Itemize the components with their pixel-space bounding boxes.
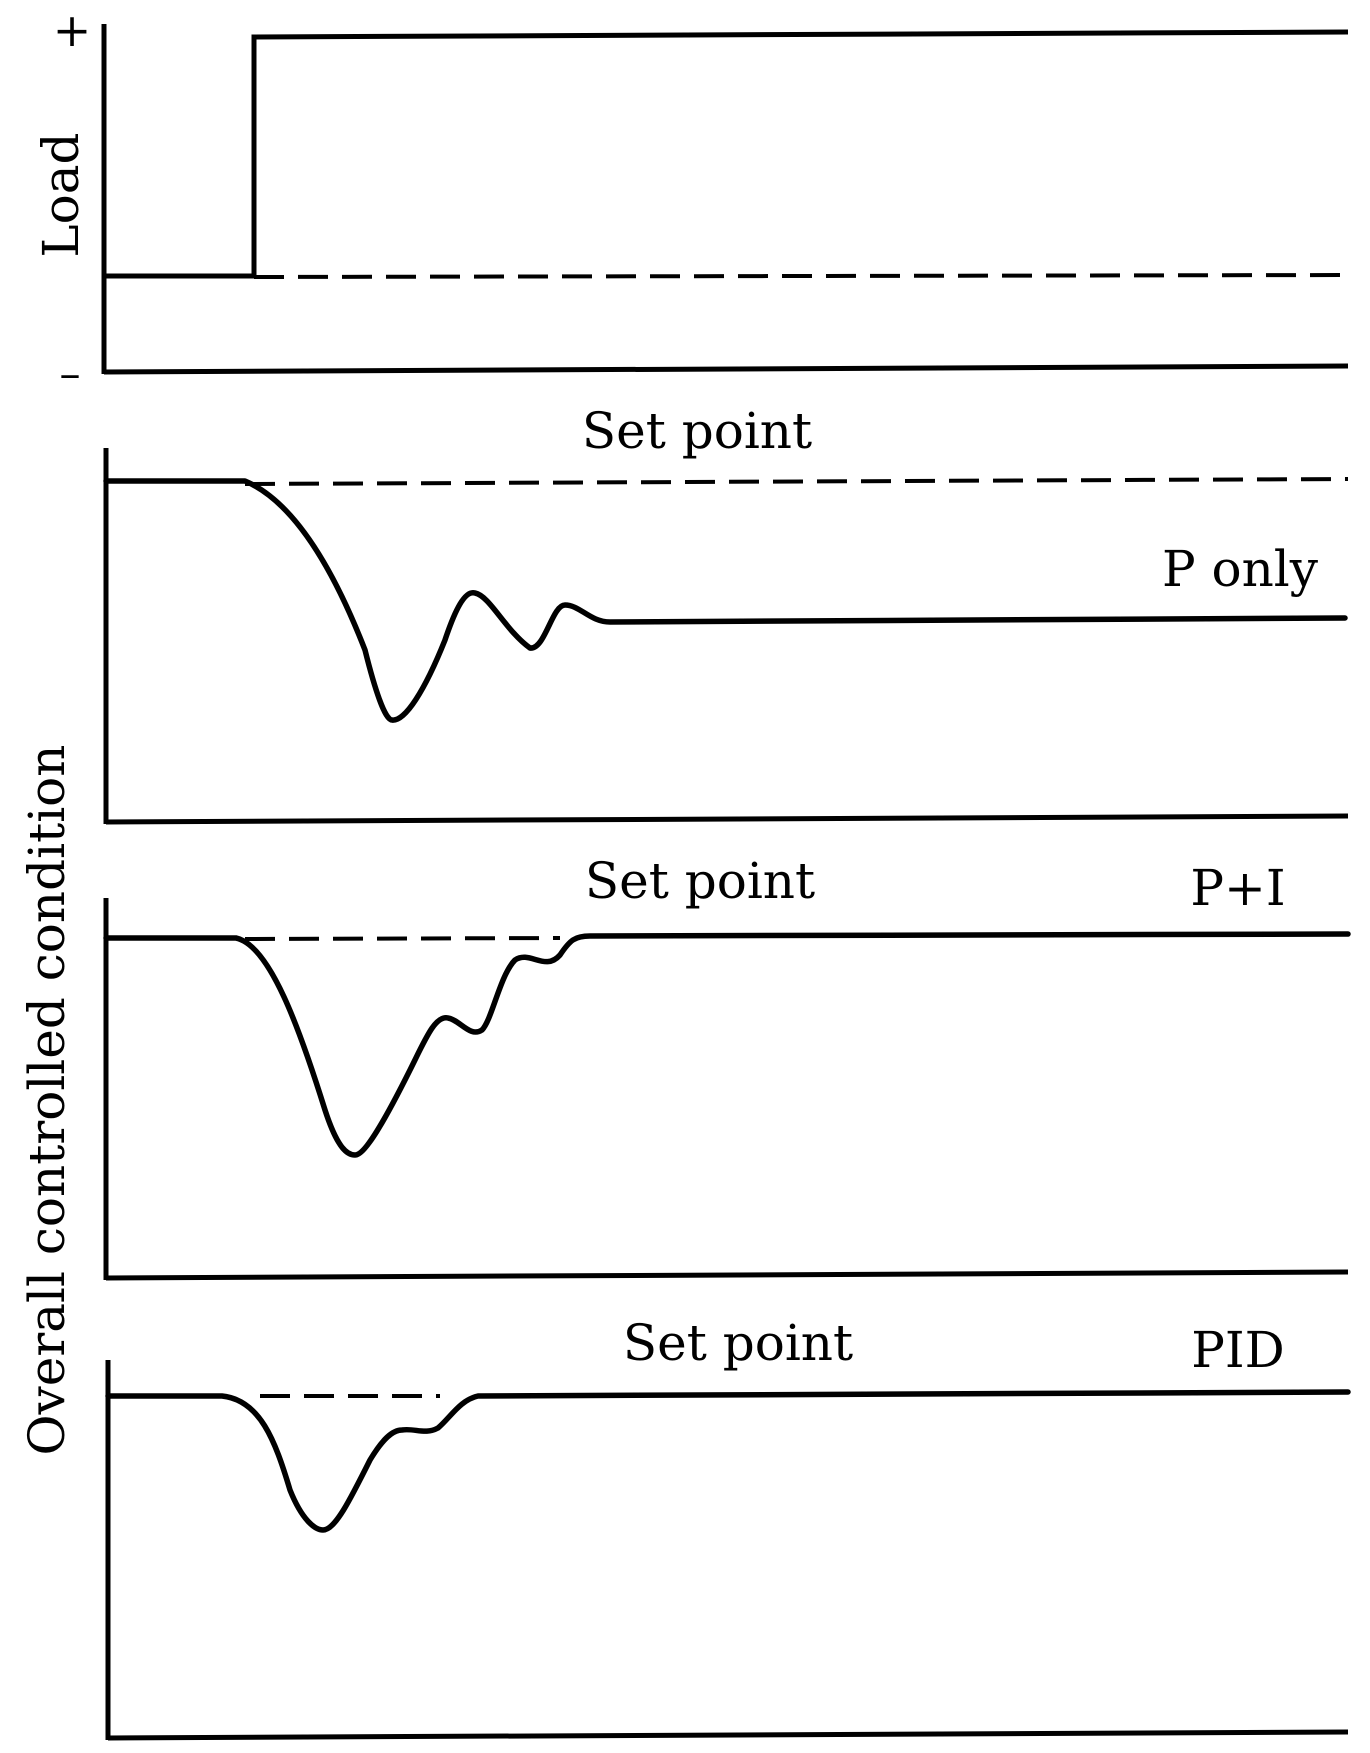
load-plus-sign: + — [53, 3, 92, 57]
load-x-axis — [103, 363, 1349, 375]
load-minus-sign: – — [60, 349, 81, 398]
panel-2-x-axis — [105, 1269, 1349, 1281]
shared-y-axis-label: Overall controlled condition — [18, 745, 76, 1456]
panel-2-response-curve — [103, 931, 1351, 1158]
load-panel: + – Load — [32, 3, 1349, 398]
load-axis-label: Load — [32, 132, 90, 257]
panel-3-x-axis — [107, 1729, 1349, 1741]
panel-p-only: Set point P only — [103, 402, 1349, 825]
panel-2-setpoint-label: Set point — [585, 852, 815, 910]
panel-pid: Set point PID — [105, 1314, 1351, 1741]
panel-1-controller-label: P only — [1162, 540, 1319, 598]
panel-p-plus-i: Set point P+I — [103, 852, 1351, 1281]
panel-3-response-curve — [105, 1389, 1351, 1533]
panel-3-setpoint-label: Set point — [623, 1314, 853, 1372]
panel-1-x-axis — [105, 813, 1349, 825]
load-step-line — [104, 29, 1349, 279]
panel-1-response-curve — [103, 478, 1348, 723]
panel-2-controller-label: P+I — [1190, 859, 1285, 917]
panel-3-controller-label: PID — [1191, 1321, 1284, 1379]
panel-2-setpoint-dashed-line — [244, 936, 561, 941]
panel-1-setpoint-dashed-line — [244, 477, 1349, 486]
load-initial-dashed-line — [253, 273, 1349, 279]
panel-1-setpoint-label: Set point — [582, 402, 812, 460]
